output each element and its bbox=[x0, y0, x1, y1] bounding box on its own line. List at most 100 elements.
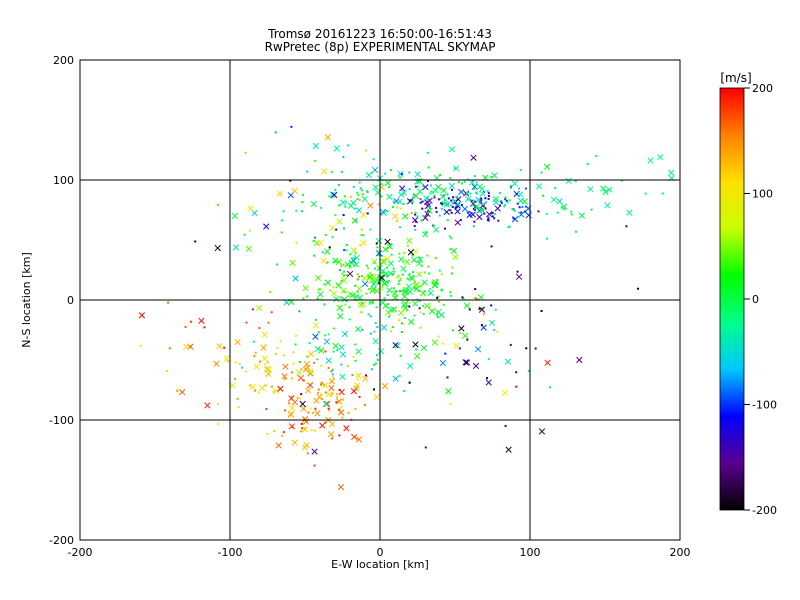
data-point-dot bbox=[390, 253, 393, 256]
data-point-dot bbox=[390, 243, 393, 246]
data-point-dot bbox=[413, 287, 416, 290]
data-point-dot bbox=[397, 283, 400, 286]
data-point-dot bbox=[419, 326, 422, 329]
data-point-cross bbox=[515, 273, 523, 280]
data-point-cross bbox=[292, 275, 299, 282]
data-point-dot bbox=[413, 314, 416, 317]
data-point-dot bbox=[251, 308, 254, 311]
data-point-dot bbox=[337, 183, 340, 186]
data-point-dot bbox=[348, 266, 351, 269]
data-point-dot bbox=[414, 213, 417, 216]
data-point-dot bbox=[369, 272, 372, 275]
data-point-dot bbox=[349, 253, 352, 256]
data-point-cross bbox=[382, 302, 389, 310]
data-point-dot bbox=[340, 296, 343, 299]
data-point-dot bbox=[433, 194, 436, 197]
data-point-cross bbox=[388, 306, 395, 314]
data-point-dot bbox=[429, 192, 432, 195]
data-point-dot bbox=[327, 407, 330, 410]
data-point-dot bbox=[374, 322, 377, 325]
data-point-cross bbox=[372, 184, 379, 191]
data-point-dot bbox=[367, 288, 370, 291]
data-point-cross bbox=[431, 281, 439, 289]
data-point-dot bbox=[449, 248, 452, 251]
data-point-dot bbox=[291, 395, 294, 398]
data-point-dot bbox=[426, 179, 429, 182]
data-point-dot bbox=[426, 196, 429, 199]
data-point-dot bbox=[479, 198, 482, 201]
data-point-cross bbox=[263, 365, 271, 373]
data-point-dot bbox=[377, 253, 380, 256]
data-point-dot bbox=[372, 388, 375, 391]
data-point-cross bbox=[275, 442, 282, 449]
data-point-dot bbox=[324, 350, 327, 353]
data-point-cross bbox=[314, 345, 321, 353]
data-point-cross bbox=[258, 384, 266, 392]
data-point-dot bbox=[408, 273, 411, 276]
data-point-dot bbox=[486, 189, 489, 192]
data-point-cross bbox=[282, 363, 289, 370]
y-tick-label: 100 bbox=[53, 174, 74, 187]
data-point-dot bbox=[563, 208, 566, 211]
colorbar-tick-label: 200 bbox=[752, 82, 773, 95]
data-point-dot bbox=[314, 236, 317, 239]
data-point-dot bbox=[381, 286, 384, 289]
data-point-dot bbox=[537, 210, 540, 213]
data-point-dot bbox=[472, 199, 475, 202]
data-point-dot bbox=[190, 320, 193, 323]
data-point-dot bbox=[317, 391, 320, 394]
data-point-dot bbox=[410, 201, 413, 204]
data-point-dot bbox=[470, 199, 473, 202]
data-point-dot bbox=[423, 271, 426, 274]
data-point-dot bbox=[362, 234, 365, 237]
data-point-cross bbox=[476, 183, 484, 190]
data-point-cross bbox=[328, 378, 336, 385]
data-point-dot bbox=[312, 239, 315, 242]
data-point-cross bbox=[356, 285, 363, 292]
data-point-dot bbox=[398, 252, 401, 255]
data-point-cross bbox=[302, 284, 309, 292]
data-point-dot bbox=[440, 289, 443, 292]
data-point-dot bbox=[393, 308, 396, 311]
data-point-dot bbox=[499, 191, 502, 194]
data-point-dot bbox=[194, 240, 197, 243]
data-point-dot bbox=[356, 198, 359, 201]
data-point-dot bbox=[455, 206, 458, 209]
data-point-cross bbox=[474, 346, 482, 353]
data-point-dot bbox=[493, 212, 496, 215]
data-point-dot bbox=[336, 283, 339, 286]
data-point-dot bbox=[324, 334, 327, 337]
data-point-dot bbox=[346, 299, 349, 302]
data-point-dot bbox=[451, 205, 454, 208]
data-point-cross bbox=[414, 171, 421, 178]
data-point-dot bbox=[252, 340, 255, 343]
data-point-cross bbox=[360, 239, 367, 247]
data-point-cross bbox=[414, 353, 421, 360]
data-point-cross bbox=[400, 189, 408, 196]
data-point-dot bbox=[298, 310, 301, 313]
data-point-dot bbox=[316, 297, 319, 300]
data-point-dot bbox=[401, 290, 404, 293]
data-point-dot bbox=[408, 171, 411, 174]
data-point-cross bbox=[300, 405, 307, 412]
data-point-dot bbox=[281, 434, 284, 437]
data-point-dot bbox=[449, 291, 452, 294]
x-tick-label: -200 bbox=[68, 546, 93, 559]
data-point-cross bbox=[475, 196, 482, 203]
data-point-dot bbox=[435, 206, 438, 209]
data-point-dot bbox=[373, 330, 376, 333]
data-point-dot bbox=[402, 261, 405, 264]
data-point-cross bbox=[517, 191, 524, 198]
data-point-dot bbox=[347, 144, 350, 147]
data-point-dot bbox=[321, 398, 324, 401]
data-point-dot bbox=[438, 214, 441, 217]
data-point-dot bbox=[469, 198, 472, 201]
data-point-cross bbox=[452, 254, 459, 261]
data-point-dot bbox=[331, 236, 334, 239]
data-point-dot bbox=[244, 151, 247, 154]
data-point-dot bbox=[389, 330, 392, 333]
data-point-dot bbox=[402, 202, 405, 205]
data-point-dot bbox=[472, 225, 475, 228]
data-point-cross bbox=[626, 209, 633, 216]
data-point-cross bbox=[344, 261, 351, 268]
